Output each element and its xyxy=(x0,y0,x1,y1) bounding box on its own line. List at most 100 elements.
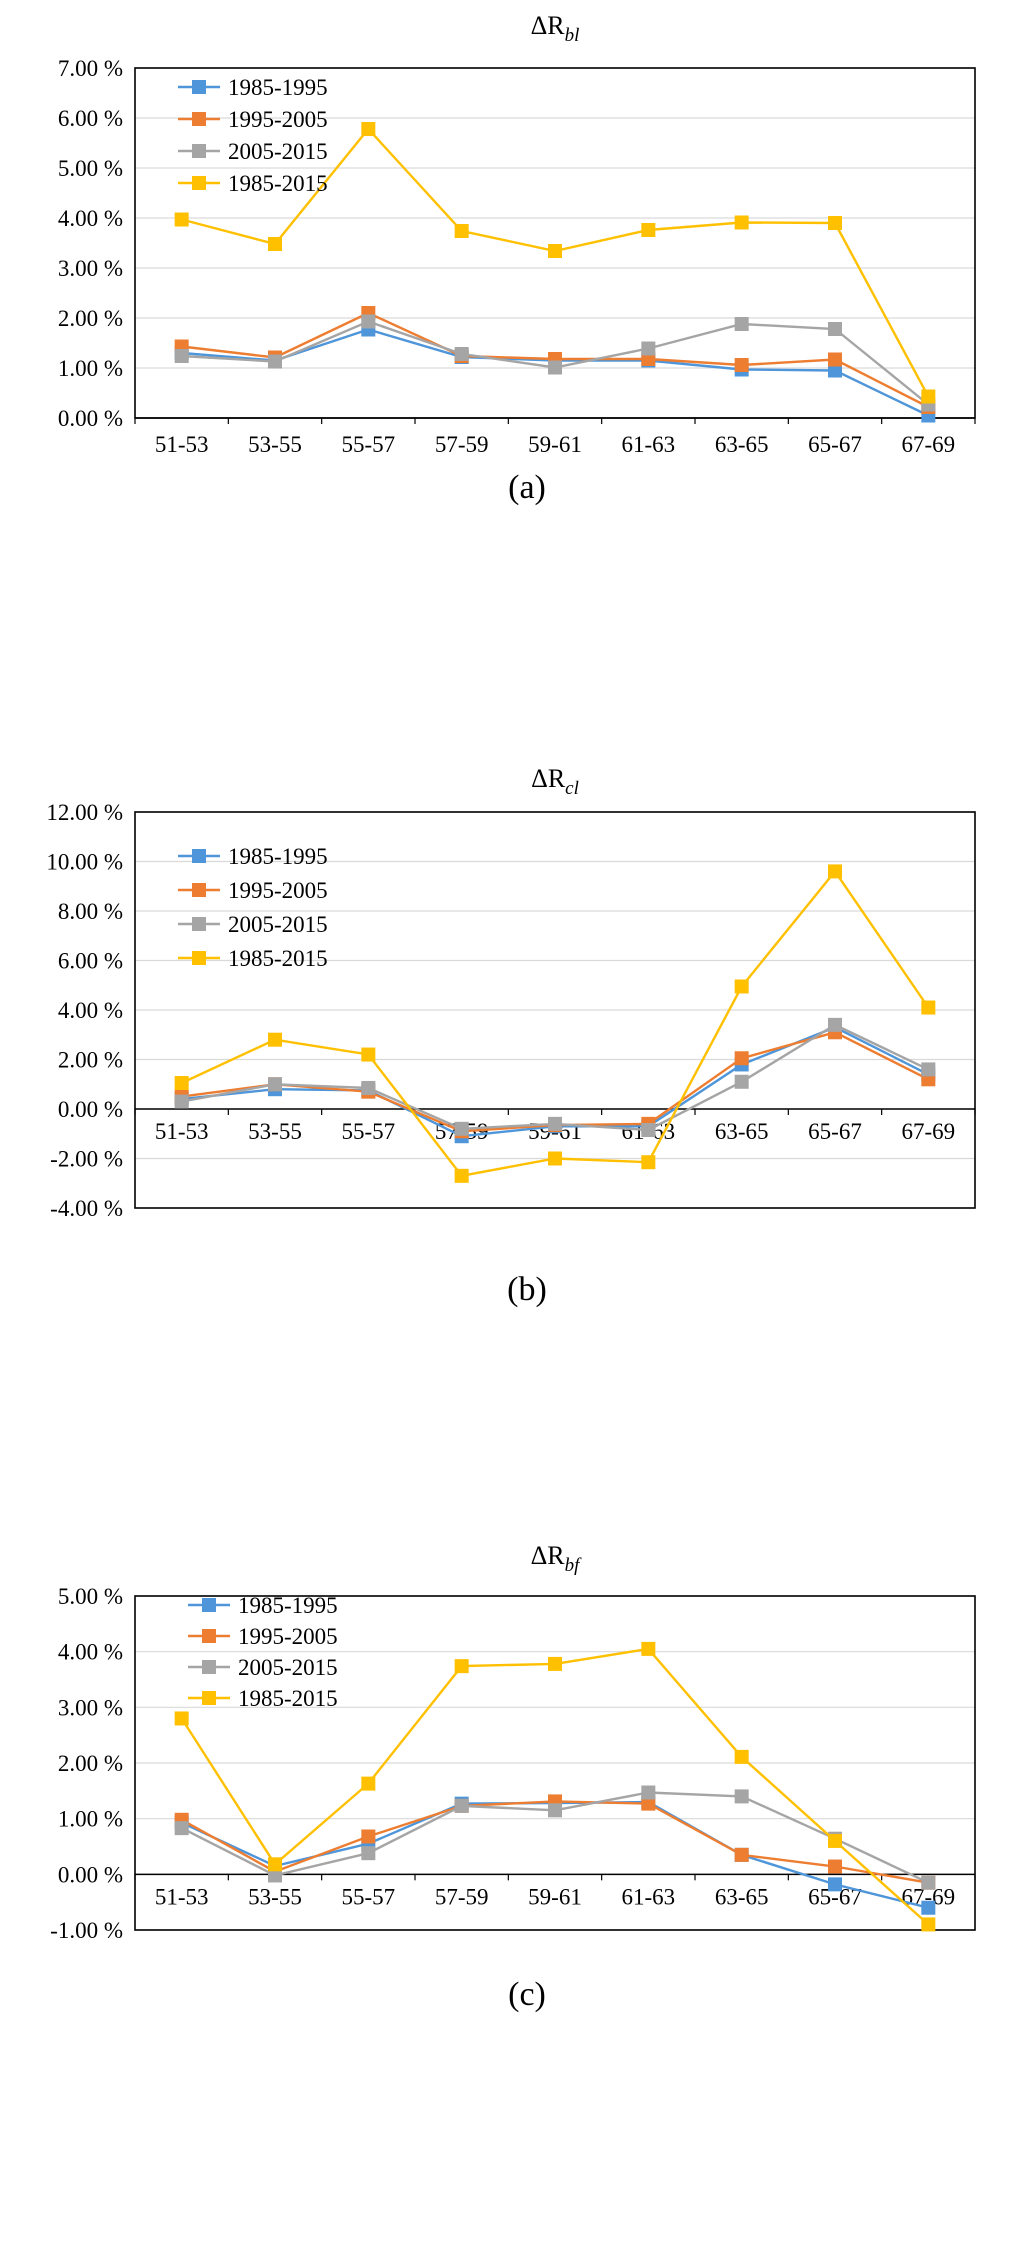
x-tick-label: 53-55 xyxy=(248,432,302,457)
data-point-2005-2015 xyxy=(641,1123,656,1138)
legend-marker xyxy=(192,849,206,863)
data-point-1985-2015 xyxy=(174,1076,189,1091)
y-tick-label: -4.00 % xyxy=(50,1196,123,1221)
data-point-1985-2015 xyxy=(641,1155,656,1170)
plot-frame xyxy=(134,1595,976,1931)
chart-title-main: ΔR xyxy=(531,764,566,793)
data-point-1985-2015 xyxy=(734,215,749,230)
data-point-1985-2015 xyxy=(174,1711,189,1726)
y-tick-label: 5.00 % xyxy=(58,156,123,181)
y-tick-label: 6.00 % xyxy=(58,949,123,974)
data-point-2005-2015 xyxy=(454,1798,469,1813)
legend-label: 1985-1995 xyxy=(228,75,328,100)
chart-title-subscript: bl xyxy=(565,25,580,46)
data-point-1985-2015 xyxy=(361,1047,376,1062)
x-tick-label: 65-67 xyxy=(808,1119,862,1144)
data-point-2005-2015 xyxy=(454,347,469,361)
legend-label: 2005-2015 xyxy=(228,912,328,937)
data-point-2005-2015 xyxy=(268,1077,282,1092)
legend-label: 1995-2005 xyxy=(228,107,328,132)
data-point-1985-2015 xyxy=(548,1656,562,1671)
legend-entry: 1985-2015 xyxy=(178,171,328,196)
panel-label: (c) xyxy=(508,1976,546,2013)
y-tick-label: 1.00 % xyxy=(58,356,123,381)
panel-label: (b) xyxy=(507,1271,547,1308)
data-point-1985-2015 xyxy=(361,1776,376,1791)
y-tick-label: -1.00 % xyxy=(50,1918,123,1943)
x-tick-label: 63-65 xyxy=(715,1119,769,1144)
data-point-1985-2015 xyxy=(174,212,189,227)
legend-label: 1995-2005 xyxy=(238,1624,338,1649)
data-point-2005-2015 xyxy=(921,1875,936,1890)
series-line-2005-2015 xyxy=(181,1023,929,1132)
x-tick-label: 65-67 xyxy=(808,432,862,457)
legend-marker xyxy=(202,1691,216,1705)
x-tick-label: 63-65 xyxy=(715,432,769,457)
legend-marker xyxy=(192,112,206,126)
chart-title-subscript: cl xyxy=(565,778,579,799)
legend-label: 2005-2015 xyxy=(228,139,328,164)
x-tick-label: 51-53 xyxy=(155,432,209,457)
data-point-1985-1995 xyxy=(921,1900,936,1915)
data-point-1985-2015 xyxy=(548,1151,562,1166)
data-point-2005-2015 xyxy=(921,1062,936,1077)
chart-title-main: ΔR xyxy=(531,1541,566,1570)
data-point-2005-2015 xyxy=(828,322,842,336)
legend-entry: 1995-2005 xyxy=(178,878,328,903)
legend-entry: 2005-2015 xyxy=(178,912,328,937)
y-tick-label: 4.00 % xyxy=(58,206,123,231)
data-point-1995-2005 xyxy=(361,1829,376,1844)
data-point-2005-2015 xyxy=(268,1868,282,1883)
chart-title: ΔRbf xyxy=(531,1541,583,1576)
y-tick-label: 5.00 % xyxy=(58,1584,123,1609)
legend-label: 2005-2015 xyxy=(238,1655,338,1680)
chart-panel-b: ΔRcl -4.00 % -2.00 % 0.00 % 2.00 % 4.00 % 6.00… xyxy=(46,764,976,1308)
data-point-1985-2015 xyxy=(268,237,282,251)
legend-entry: 2005-2015 xyxy=(188,1655,338,1680)
legend-entry: 1985-1995 xyxy=(178,844,328,869)
x-tick-label: 59-61 xyxy=(528,1884,582,1909)
data-point-1985-2015 xyxy=(454,1168,469,1183)
x-tick-label: 67-69 xyxy=(901,1119,955,1144)
y-tick-label: 3.00 % xyxy=(58,1695,123,1720)
legend-entry: 2005-2015 xyxy=(178,139,328,164)
legend-label: 1985-2015 xyxy=(228,946,328,971)
legend-marker xyxy=(192,951,206,965)
x-tick-label: 55-57 xyxy=(341,1884,395,1909)
data-point-1995-2005 xyxy=(828,352,842,367)
chart-title-subscript: bf xyxy=(565,1555,583,1576)
data-point-2005-2015 xyxy=(174,1821,189,1836)
chart-title: ΔRcl xyxy=(531,764,579,799)
data-point-2005-2015 xyxy=(828,1017,842,1032)
data-point-1985-2015 xyxy=(548,244,562,258)
plot-frame xyxy=(134,67,976,419)
y-tick-label: 12.00 % xyxy=(46,800,123,825)
legend-entry: 1985-1995 xyxy=(178,75,328,100)
data-point-2005-2015 xyxy=(734,1074,749,1089)
data-point-2005-2015 xyxy=(361,314,376,329)
legend-label: 1995-2005 xyxy=(228,878,328,903)
y-tick-label: 6.00 % xyxy=(58,106,123,131)
data-point-1985-2015 xyxy=(734,1749,749,1764)
data-point-1995-2005 xyxy=(734,1051,749,1066)
data-point-2005-2015 xyxy=(361,1846,376,1861)
x-tick-label: 67-69 xyxy=(901,432,955,457)
x-tick-label: 55-57 xyxy=(341,432,395,457)
data-point-1985-2015 xyxy=(921,1000,936,1015)
legend-marker xyxy=(202,1629,216,1643)
data-point-1985-2015 xyxy=(454,1659,469,1674)
data-point-1985-1995 xyxy=(828,363,842,378)
data-point-1985-2015 xyxy=(828,864,842,879)
legend-marker xyxy=(192,176,206,190)
x-tick-label: 61-63 xyxy=(621,432,675,457)
legend-marker xyxy=(202,1598,216,1612)
x-tick-label: 63-65 xyxy=(715,1884,769,1909)
x-tick-label: 55-57 xyxy=(341,1119,395,1144)
data-point-2005-2015 xyxy=(641,1785,656,1800)
legend-entry: 1985-2015 xyxy=(178,946,328,971)
data-point-1985-1995 xyxy=(828,1877,842,1892)
y-tick-label: -2.00 % xyxy=(50,1147,123,1172)
data-point-2005-2015 xyxy=(174,1094,189,1109)
legend-entry: 1995-2005 xyxy=(178,107,328,132)
data-point-1985-2015 xyxy=(641,223,656,237)
